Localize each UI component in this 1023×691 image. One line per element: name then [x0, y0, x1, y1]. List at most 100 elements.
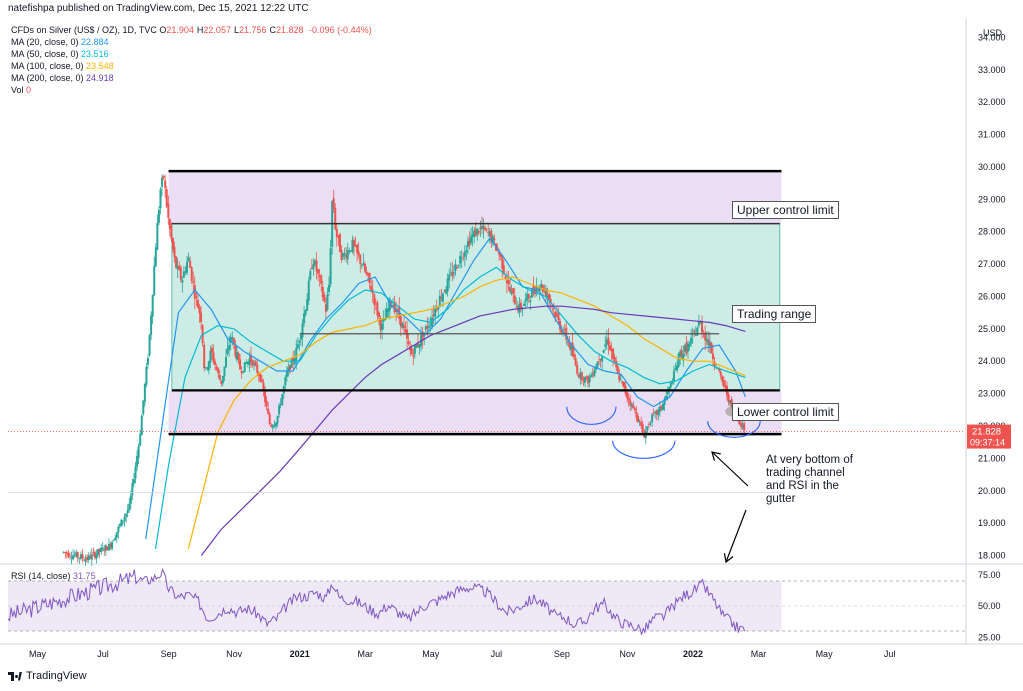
candle-body	[237, 353, 240, 360]
ohlc-value: 21.904	[166, 25, 194, 35]
candle	[459, 250, 462, 269]
candle	[356, 243, 359, 262]
candle-body	[301, 323, 304, 338]
candle-body	[68, 555, 71, 557]
candle-body	[235, 351, 238, 360]
candle-body	[249, 355, 252, 362]
candle-body	[281, 394, 284, 406]
vol-row[interactable]: Vol 0	[11, 84, 372, 96]
candle	[682, 345, 685, 367]
candle-body	[207, 361, 210, 371]
bottom-arc-2	[707, 421, 761, 438]
candle	[204, 366, 207, 371]
candle	[106, 546, 109, 551]
candle-body	[231, 337, 234, 340]
rsi-legend[interactable]: RSI (14, close) 31.75	[11, 571, 96, 581]
footer[interactable]: TradingView	[8, 670, 87, 682]
candle	[363, 261, 366, 273]
candle	[332, 189, 335, 214]
candle-body	[83, 559, 86, 561]
candle	[301, 319, 304, 347]
candle	[660, 405, 663, 412]
candle	[357, 241, 360, 259]
candle-body	[569, 345, 572, 350]
candle	[193, 276, 196, 310]
candle	[686, 340, 689, 359]
candle	[278, 402, 281, 418]
candle	[285, 365, 288, 382]
ohlc-value: 21.756	[238, 25, 267, 35]
candle-body	[448, 274, 451, 281]
ohlc-values: O21.904 H22.057 L21.756 C21.828	[159, 25, 306, 35]
candle	[456, 265, 459, 270]
candle	[345, 246, 348, 263]
candle-body	[468, 239, 471, 245]
candle	[298, 339, 301, 351]
ma-row-1[interactable]: MA (50, close, 0) 23.516	[11, 48, 372, 60]
candle	[251, 359, 254, 368]
candle-body	[562, 332, 565, 334]
candle	[457, 264, 460, 269]
candle-body	[182, 271, 185, 278]
candle-body	[474, 229, 477, 237]
note-trading-range[interactable]: Trading range	[732, 305, 817, 323]
candle-body	[348, 251, 351, 253]
candle-body	[284, 377, 287, 386]
x-tick-label: 2022	[683, 649, 703, 659]
candle	[607, 328, 610, 355]
candle-body	[526, 293, 529, 300]
candle	[446, 273, 449, 297]
ma-row-3[interactable]: MA (200, close, 0) 24.918	[11, 72, 372, 84]
candle-body	[487, 232, 490, 234]
y-tick-label: 18.000	[978, 551, 1006, 561]
candle	[95, 549, 98, 564]
candle-body	[701, 321, 704, 333]
candle-body	[512, 288, 515, 294]
candle-body	[214, 361, 217, 365]
candle-body	[612, 348, 615, 359]
candle-body	[100, 547, 103, 553]
candle-body	[696, 327, 699, 336]
candle	[677, 352, 680, 368]
candle-body	[515, 306, 518, 308]
candle-body	[254, 361, 257, 366]
candle-body	[637, 415, 640, 422]
candle	[299, 332, 302, 346]
note-bottom-of-channel[interactable]: At very bottom of trading channel and RS…	[766, 454, 856, 506]
candle	[420, 326, 423, 352]
candle	[64, 551, 67, 559]
candle	[307, 277, 310, 306]
rsi-tick-label: 25.00	[978, 632, 1001, 642]
candle	[557, 307, 560, 325]
rsi-label: RSI (14, close)	[11, 571, 71, 581]
candle	[290, 357, 293, 369]
candle	[72, 549, 75, 561]
candle-body	[142, 400, 145, 414]
symbol-row[interactable]: CFDs on Silver (US$ / OZ), 1D, TVC O21.9…	[11, 24, 372, 36]
candle-body	[373, 294, 376, 305]
ma-row-0[interactable]: MA (20, close, 0) 22.884	[11, 36, 372, 48]
candle	[137, 443, 140, 465]
candle-body	[65, 552, 68, 554]
note-lower-control-limit[interactable]: Lower control limit	[732, 403, 839, 421]
candle	[70, 551, 73, 565]
candle	[354, 236, 357, 248]
candle	[273, 420, 276, 428]
candle	[657, 407, 660, 421]
candle-body	[594, 366, 597, 370]
candle	[281, 394, 284, 406]
candle	[126, 504, 129, 518]
candle-body	[588, 376, 591, 383]
candle	[75, 549, 78, 558]
rsi-line	[7, 567, 746, 635]
candle-body	[671, 382, 674, 384]
ma-value: 23.516	[81, 49, 109, 59]
ma-row-2[interactable]: MA (100, close, 0) 23.548	[11, 60, 372, 72]
note-upper-control-limit[interactable]: Upper control limit	[732, 201, 839, 219]
candle-body	[196, 299, 199, 308]
candle	[454, 259, 457, 277]
candle	[651, 412, 654, 427]
candle-body	[157, 209, 160, 223]
candle	[93, 550, 96, 560]
